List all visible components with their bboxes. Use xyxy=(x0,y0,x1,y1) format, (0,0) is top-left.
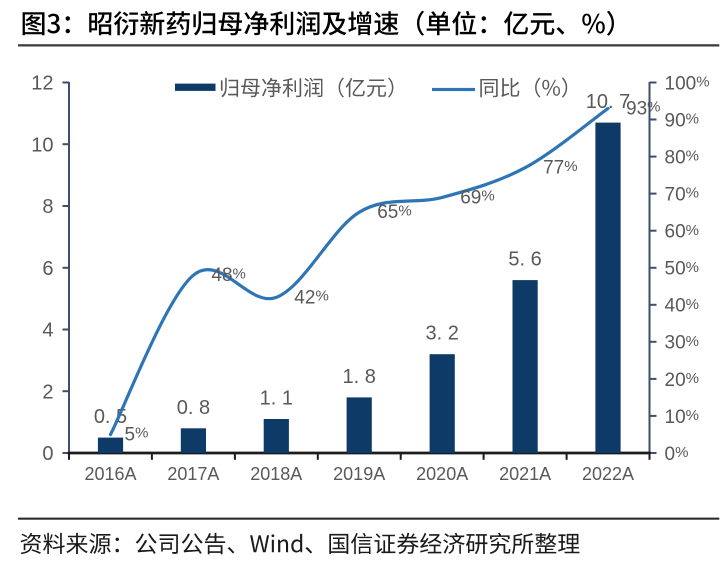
svg-text:30%: 30% xyxy=(665,333,699,354)
svg-text:10%: 10% xyxy=(665,407,699,428)
svg-text:2016A: 2016A xyxy=(84,464,136,484)
svg-text:2019A: 2019A xyxy=(333,464,385,484)
svg-text:69%: 69% xyxy=(460,187,494,208)
svg-text:77%: 77% xyxy=(543,158,577,179)
svg-text:2022A: 2022A xyxy=(582,464,634,484)
svg-text:60%: 60% xyxy=(665,222,699,243)
svg-text:6: 6 xyxy=(42,258,53,280)
svg-text:10: 10 xyxy=(31,134,53,156)
svg-text:5. 6: 5. 6 xyxy=(508,249,541,271)
svg-text:93%: 93% xyxy=(626,98,660,119)
svg-text:48%: 48% xyxy=(211,265,245,286)
svg-text:12: 12 xyxy=(31,73,53,95)
svg-text:80%: 80% xyxy=(665,148,699,169)
svg-text:2017A: 2017A xyxy=(167,464,219,484)
svg-text:42%: 42% xyxy=(294,287,328,308)
svg-text:50%: 50% xyxy=(665,259,699,280)
svg-text:2020A: 2020A xyxy=(416,464,468,484)
svg-text:4: 4 xyxy=(42,320,53,342)
svg-text:5%: 5% xyxy=(125,425,149,446)
svg-text:0%: 0% xyxy=(665,444,689,465)
svg-text:8: 8 xyxy=(42,196,53,218)
svg-text:20%: 20% xyxy=(665,370,699,391)
svg-text:1. 8: 1. 8 xyxy=(343,366,376,388)
svg-text:65%: 65% xyxy=(377,202,411,223)
svg-text:2018A: 2018A xyxy=(250,464,302,484)
svg-text:90%: 90% xyxy=(665,111,699,132)
svg-text:2: 2 xyxy=(42,381,53,403)
svg-text:0. 8: 0. 8 xyxy=(177,397,210,419)
svg-text:10. 7: 10. 7 xyxy=(586,91,630,113)
svg-text:0: 0 xyxy=(42,443,53,465)
svg-text:100%: 100% xyxy=(665,73,710,94)
svg-text:0. 5: 0. 5 xyxy=(94,406,127,428)
svg-text:2021A: 2021A xyxy=(499,464,551,484)
svg-text:40%: 40% xyxy=(665,296,699,317)
svg-text:70%: 70% xyxy=(665,185,699,206)
svg-text:3. 2: 3. 2 xyxy=(426,323,459,345)
svg-text:1. 1: 1. 1 xyxy=(260,388,293,410)
